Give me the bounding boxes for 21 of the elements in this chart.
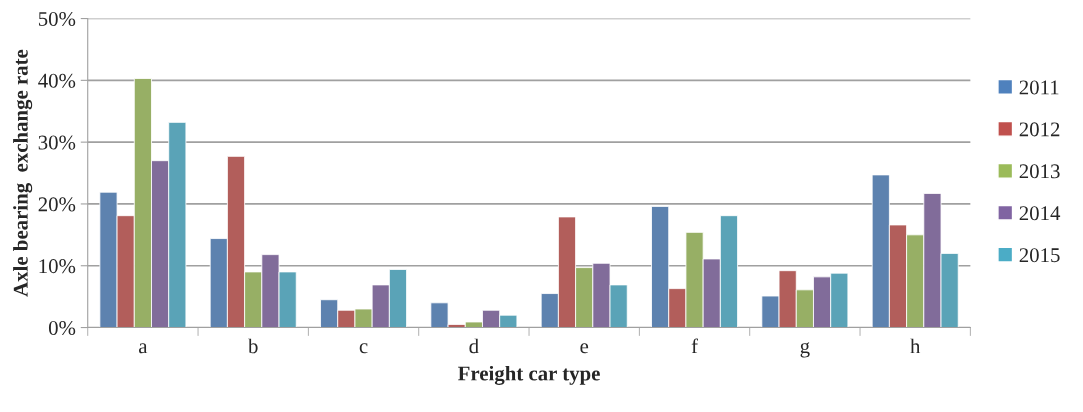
legend-label: 2012 bbox=[1019, 122, 1060, 137]
x-tick-label: b bbox=[248, 338, 258, 354]
x-tick-label: d bbox=[469, 338, 479, 354]
y-axis-title: Axle bearing exchange rate bbox=[13, 49, 33, 297]
y-tick-label: 20% bbox=[38, 197, 76, 212]
x-tick-label: c bbox=[359, 343, 368, 354]
x-tick-label: a bbox=[139, 343, 148, 354]
x-tick-label: h bbox=[910, 338, 921, 354]
y-tick-label: 50% bbox=[38, 11, 76, 27]
x-axis-title: Freight car type bbox=[458, 365, 600, 385]
x-tick-label: g bbox=[800, 342, 810, 358]
y-tick-label: 0% bbox=[48, 320, 76, 336]
legend-label: 2015 bbox=[1019, 248, 1060, 263]
x-tick-label: f bbox=[691, 338, 699, 354]
legend-label: 2013 bbox=[1019, 164, 1060, 179]
legend-label: 2014 bbox=[1019, 206, 1061, 221]
x-tick-label: e bbox=[580, 343, 589, 354]
y-tick-label: 40% bbox=[38, 73, 76, 88]
y-tick-label: 10% bbox=[39, 259, 76, 274]
legend-label: 2011 bbox=[1019, 80, 1059, 95]
y-tick-label: 30% bbox=[38, 135, 76, 150]
